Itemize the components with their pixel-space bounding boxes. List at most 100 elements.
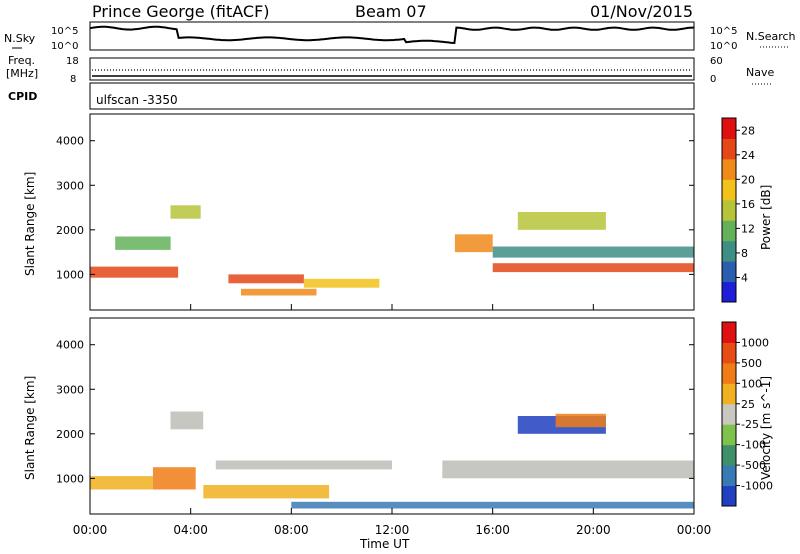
x-tick-label: 04:00 (173, 523, 208, 537)
colorbar-tick-label: -25 (741, 418, 759, 431)
y-tick-label: 1000 (56, 472, 84, 485)
colorbar-tick-label: 1000 (741, 336, 769, 349)
colorbar-swatch (722, 444, 736, 466)
echo-region (442, 460, 694, 479)
nsky-right-tick-bottom: 10^0 (710, 41, 737, 52)
colorbar-swatch (722, 138, 736, 160)
time-axis: 00:00 04:00 08:00 12:00 16:00 20:00 00:00 (73, 304, 712, 537)
nsky-left-tick-top: 10^5 (51, 26, 78, 37)
colorbar-swatch (722, 261, 736, 283)
x-axis-label: Time UT (359, 537, 410, 551)
nave-tick-top: 60 (710, 56, 723, 67)
colorbar-tick-label: 500 (741, 357, 762, 370)
velocity-y-axis: 1000 2000 3000 4000 (56, 339, 694, 485)
freq-tick-bottom: 8 (70, 74, 76, 85)
echo-region (228, 274, 304, 284)
freq-unit-label: [MHz] (6, 67, 38, 80)
colorbar-tick-label: 4 (741, 271, 748, 284)
colorbar-swatch (722, 118, 736, 139)
x-tick-label: 20:00 (576, 523, 611, 537)
y-tick-label: 4000 (56, 339, 84, 352)
colorbar-tick-label: 12 (741, 222, 755, 235)
colorbar-tick-label: -500 (741, 459, 766, 472)
x-tick-label: 08:00 (274, 523, 309, 537)
x-tick-label: 00:00 (677, 523, 712, 537)
beam-label: Beam 07 (355, 2, 427, 21)
echo-region (241, 288, 317, 296)
colorbar-swatch (722, 362, 736, 384)
y-tick-label: 3000 (56, 179, 84, 192)
velocity-cbar-label: Velocity [m s^-1] (759, 376, 773, 480)
colorbar-swatch (722, 158, 736, 180)
power-cbar-label: Power [dB] (759, 185, 773, 250)
echo-region (215, 460, 392, 470)
echo-region (170, 411, 204, 430)
colorbar-swatch (722, 179, 736, 201)
power-echo-layer (90, 205, 694, 296)
colorbar-swatch (722, 465, 736, 487)
freq-tick-top: 18 (66, 56, 79, 67)
colorbar-swatch (722, 485, 736, 507)
x-tick-label: 00:00 (73, 523, 108, 537)
colorbar-frame (721, 117, 737, 303)
velocity-echo-layer (90, 411, 694, 509)
colorbar-tick-label: 16 (741, 198, 755, 211)
echo-region (170, 205, 201, 219)
echo-region (454, 234, 493, 253)
power-ylabel: Slant Range [km] (23, 172, 37, 276)
nave-tick-bottom: 0 (710, 74, 716, 85)
date-label: 01/Nov/2015 (590, 2, 693, 21)
colorbar-tick-label: 25 (741, 398, 755, 411)
freq-label: Freq. (8, 54, 35, 67)
nave-label: Nave (746, 66, 774, 79)
nsky-left-tick-bottom: 10^0 (51, 41, 78, 52)
cpid-value: ulfscan -3350 (96, 93, 178, 107)
colorbar-tick-label: 20 (741, 173, 755, 186)
velocity-colorbar: 1000 500 100 25 -25 -100 -500 -1000 (721, 321, 773, 507)
colorbar-swatch (722, 342, 736, 364)
echo-region (555, 413, 606, 428)
nsearch-label: N.Search (746, 30, 796, 43)
nsky-right-tick-top: 10^5 (710, 26, 737, 37)
nsky-trace (89, 25, 694, 45)
colorbar-swatch (722, 403, 736, 425)
y-tick-label: 2000 (56, 224, 84, 237)
echo-region (492, 246, 694, 258)
colorbar-swatch (722, 383, 736, 405)
velocity-panel: 1000 2000 3000 4000 Slant Range [km] 1000 50… (23, 317, 773, 515)
echo-region (152, 467, 196, 490)
y-tick-label: 2000 (56, 428, 84, 441)
nsky-left-label: N.Sky (4, 32, 36, 45)
y-tick-label: 1000 (56, 268, 84, 281)
colorbar-swatch (722, 281, 736, 303)
colorbar-swatch (722, 220, 736, 242)
echo-region (90, 266, 179, 278)
echo-region (115, 236, 171, 250)
station-title: Prince George (fitACF) (92, 2, 270, 21)
velocity-ylabel: Slant Range [km] (23, 376, 37, 480)
y-tick-label: 4000 (56, 135, 84, 148)
cpid-row: CPID ulfscan -3350 (8, 82, 695, 110)
power-colorbar: 4 8 12 16 20 24 28 (721, 117, 755, 303)
x-tick-label: 16:00 (475, 523, 510, 537)
y-tick-label: 3000 (56, 383, 84, 396)
colorbar-swatch (722, 240, 736, 262)
power-panel: 1000 2000 3000 4000 Slant Range [km] 4 8 12 16… (23, 113, 773, 311)
colorbar-frame (721, 321, 737, 507)
colorbar-swatch (722, 199, 736, 221)
colorbar-tick-label: -1000 (741, 480, 773, 493)
colorbar-tick-label: -100 (741, 439, 766, 452)
power-y-axis: 1000 2000 3000 4000 (56, 135, 694, 281)
cpid-label: CPID (8, 90, 37, 103)
colorbar-tick-label: 24 (741, 149, 755, 162)
echo-region (303, 278, 380, 288)
colorbar-swatch (722, 424, 736, 446)
freq-panel: Freq. [MHz] 18 8 60 0 Nave (6, 54, 774, 85)
echo-region (291, 501, 694, 509)
colorbar-swatch (722, 322, 736, 343)
colorbar-tick-label: 28 (741, 124, 755, 137)
echo-region (90, 476, 153, 490)
colorbar-tick-label: 8 (741, 247, 748, 260)
echo-region (203, 485, 330, 499)
